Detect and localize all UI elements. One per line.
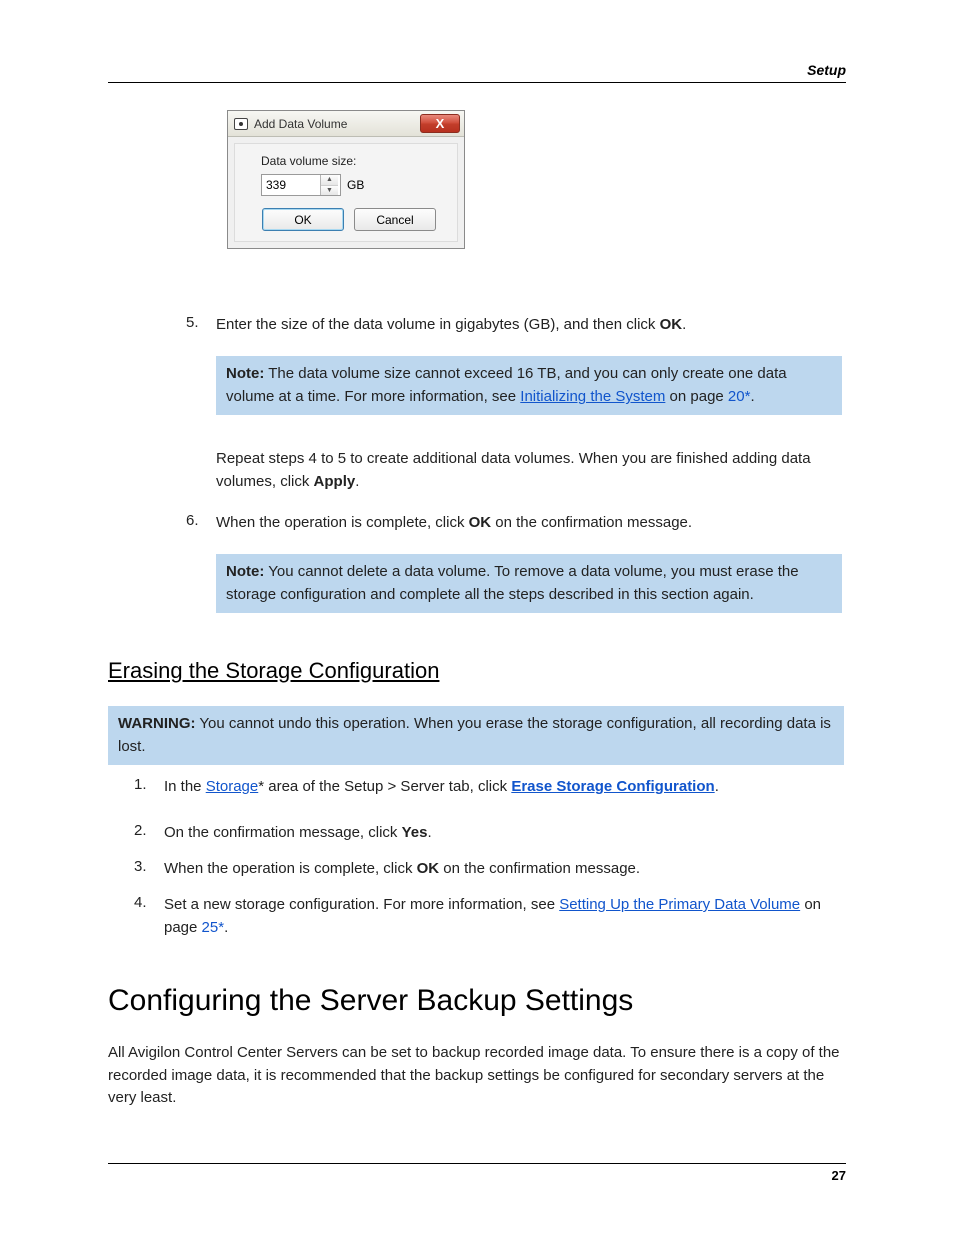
step-5-text-a: Enter the size of the data volume in gig… [216,316,660,333]
es3-a: When the operation is complete, click [164,860,417,877]
es4-link[interactable]: Setting Up the Primary Data Volume [559,896,800,913]
spinner-buttons[interactable]: ▲ ▼ [320,175,338,195]
note-1: Note: The data volume size cannot exceed… [216,356,842,415]
step-5-text: Enter the size of the data volume in gig… [216,314,840,337]
es4-page: 25* [202,919,225,936]
erase-step-1-num: 1. [134,776,147,793]
erase-step-2-num: 2. [134,822,147,839]
note-1-after: on page [665,388,728,405]
unit-label: GB [347,178,364,192]
repeat-apply: Apply [314,473,356,490]
spinner-up-icon[interactable]: ▲ [321,175,338,186]
note-2-body: You cannot delete a data volume. To remo… [226,563,799,603]
note-1-link[interactable]: Initializing the System [520,388,665,405]
step-6-number: 6. [186,512,199,529]
data-volume-size-spinner[interactable]: ▲ ▼ [261,174,341,196]
dialog-button-row: OK Cancel [253,208,445,231]
es3-bold: OK [417,860,440,877]
note-2-label: Note: [226,563,264,580]
close-button[interactable]: X [420,114,460,133]
es1-bold: Erase Storage Configuration [511,778,714,795]
note-2: Note: You cannot delete a data volume. T… [216,554,842,613]
add-data-volume-dialog: Add Data Volume X Data volume size: ▲ ▼ … [227,110,465,249]
step-5-ok: OK [660,316,683,333]
note-1-label: Note: [226,365,264,382]
erase-step-3: When the operation is complete, click OK… [164,858,844,881]
repeat-b: . [355,473,359,490]
ok-button[interactable]: OK [262,208,344,231]
step-6-text: When the operation is complete, click OK… [216,512,840,535]
page-number: 27 [108,1168,846,1183]
page-header: Setup [108,62,846,83]
step-6-ok: OK [469,514,492,531]
cancel-button[interactable]: Cancel [354,208,436,231]
spinner-down-icon[interactable]: ▼ [321,186,338,196]
step-5-number: 5. [186,314,199,331]
warning-body: You cannot undo this operation. When you… [118,715,831,755]
es1-bold-link[interactable]: Erase Storage Configuration [511,778,714,795]
configuring-backup-heading: Configuring the Server Backup Settings [108,984,633,1018]
data-volume-size-row: ▲ ▼ GB [261,174,445,196]
dialog-app-icon [234,118,248,130]
es2-a: On the confirmation message, click [164,824,402,841]
erasing-heading: Erasing the Storage Configuration [108,658,439,684]
data-volume-size-label: Data volume size: [261,154,445,168]
es1-b: * area of the Setup > Server tab, click [258,778,511,795]
es4-a: Set a new storage configuration. For mor… [164,896,559,913]
dialog-title: Add Data Volume [254,117,347,131]
data-volume-size-input[interactable] [262,175,320,195]
erase-step-4: Set a new storage configuration. For mor… [164,894,844,939]
step-6-b: on the confirmation message. [491,514,692,531]
ok-button-label: OK [294,213,311,227]
erase-step-2: On the confirmation message, click Yes. [164,822,844,845]
es2-bold: Yes [402,824,428,841]
dialog-body: Data volume size: ▲ ▼ GB OK Cancel [234,143,458,242]
es1-link[interactable]: Storage [206,778,259,795]
es1-a: In the [164,778,206,795]
step-6-a: When the operation is complete, click [216,514,469,531]
es1-c: . [715,778,719,795]
header-rule [108,82,846,83]
erase-step-4-num: 4. [134,894,147,911]
footer-rule [108,1163,846,1164]
step-5-text-b: . [682,316,686,333]
backup-paragraph: All Avigilon Control Center Servers can … [108,1042,844,1110]
erase-step-1: In the Storage* area of the Setup > Serv… [164,776,844,799]
repeat-steps-para: Repeat steps 4 to 5 to create additional… [216,448,842,493]
cancel-button-label: Cancel [376,213,413,227]
erase-step-3-num: 3. [134,858,147,875]
repeat-a: Repeat steps 4 to 5 to create additional… [216,450,811,490]
es4-c: . [224,919,228,936]
es2-b: . [427,824,431,841]
page-footer: 27 [108,1163,846,1183]
close-icon: X [436,117,445,130]
header-section-label: Setup [108,62,846,78]
warning-box: WARNING: You cannot undo this operation.… [108,706,844,765]
note-1-tail: . [750,388,754,405]
dialog-titlebar: Add Data Volume X [228,111,464,137]
note-1-pageref: 20* [728,388,751,405]
es3-b: on the confirmation message. [439,860,640,877]
warning-label: WARNING: [118,715,196,732]
